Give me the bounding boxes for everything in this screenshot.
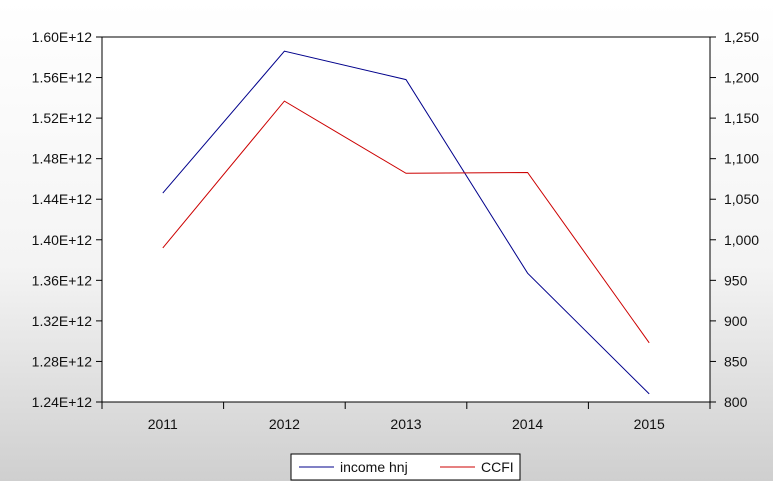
right-tick-label: 800: [724, 394, 748, 410]
right-tick-label: 1,200: [724, 70, 759, 86]
left-tick-label: 1.56E+12: [32, 70, 93, 86]
legend-label: income hnj: [340, 459, 408, 475]
left-axis: 1.24E+12 1.28E+12 1.32E+12 1.36E+12 1.40E+12…: [32, 29, 102, 410]
right-tick-label: 1,050: [724, 191, 759, 207]
right-axis: 800 850 900 950 1,000 1,050 1,100 1,150 1,200 1,2…: [710, 29, 759, 410]
x-tick-label: 2015: [634, 416, 665, 432]
right-tick-label: 850: [724, 353, 748, 369]
right-tick-label: 900: [724, 313, 748, 329]
x-axis: 2011 2012 2013 2014 2015: [101, 402, 711, 432]
right-tick-label: 1,000: [724, 232, 759, 248]
left-tick-label: 1.24E+12: [32, 394, 93, 410]
right-tick-label: 950: [724, 272, 748, 288]
left-tick-label: 1.48E+12: [32, 151, 93, 167]
left-tick-label: 1.40E+12: [32, 232, 93, 248]
left-tick-label: 1.28E+12: [32, 353, 93, 369]
right-tick-label: 1,250: [724, 29, 759, 45]
left-tick-label: 1.44E+12: [32, 191, 93, 207]
x-tick-label: 2013: [390, 416, 421, 432]
x-tick-label: 2012: [269, 416, 300, 432]
legend-label: CCFI: [481, 459, 514, 475]
left-tick-label: 1.60E+12: [32, 29, 93, 45]
legend: income hnj CCFI: [290, 453, 521, 481]
series-line-0: [162, 50, 650, 395]
left-tick-label: 1.52E+12: [32, 110, 93, 126]
left-tick-label: 1.32E+12: [32, 313, 93, 329]
x-tick-label: 2014: [512, 416, 543, 432]
plot-area: [101, 36, 711, 403]
series-lines: [162, 50, 650, 395]
left-tick-label: 1.36E+12: [32, 272, 93, 288]
series-line-1: [162, 100, 650, 344]
right-tick-label: 1,100: [724, 151, 759, 167]
right-tick-label: 1,150: [724, 110, 759, 126]
x-tick-label: 2011: [148, 416, 178, 432]
